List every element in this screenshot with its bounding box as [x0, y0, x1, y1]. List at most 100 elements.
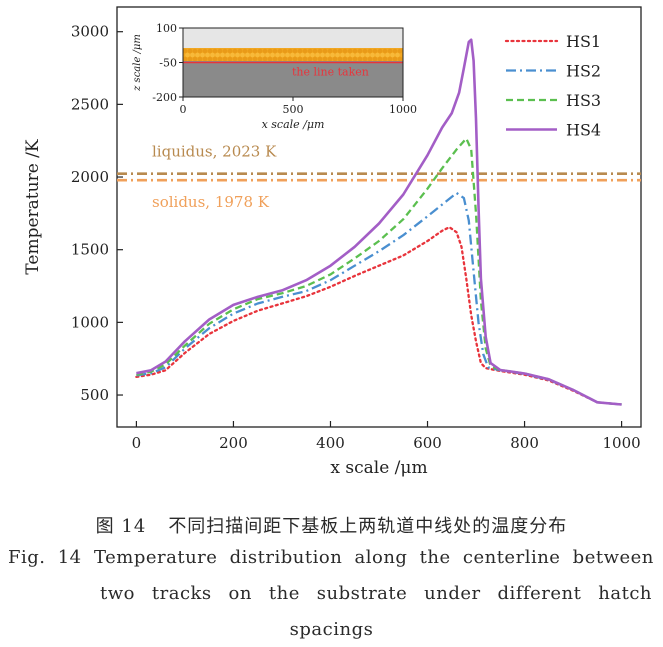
powder-particle: [232, 48, 238, 54]
y-axis-label: Temperature /K: [23, 139, 43, 275]
powder-particle: [247, 48, 253, 54]
caption-text-zh: 不同扫描间距下基板上两轨道中线处的温度分布: [168, 516, 568, 537]
liquidus-label: liquidus, 2023 K: [152, 143, 277, 161]
powder-particle: [310, 52, 315, 58]
powder-particle: [372, 48, 378, 54]
powder-particle: [390, 52, 395, 58]
y-tick-label: 2000: [71, 168, 109, 186]
powder-particle: [397, 48, 403, 54]
powder-particle: [327, 56, 333, 62]
legend-label-hs3: HS3: [566, 91, 601, 110]
powder-particle: [257, 48, 263, 54]
powder-particle: [212, 48, 218, 54]
series-line-hs4: [136, 38, 622, 406]
powder-particle: [347, 56, 353, 62]
powder-particle: [337, 56, 343, 62]
x-tick-label: 400: [316, 434, 345, 452]
inset-y-axis-label: z scale /μm: [132, 34, 143, 92]
powder-particle: [382, 48, 388, 54]
inset-y-tick-label: 100: [156, 22, 177, 35]
inset-x-tick-label: 0: [180, 103, 187, 116]
powder-particle: [192, 48, 198, 54]
powder-particle: [242, 48, 248, 54]
figure-caption-zh: 图 14 不同扫描间距下基板上两轨道中线处的温度分布: [0, 512, 663, 538]
powder-particle: [347, 48, 353, 54]
y-tick-label: 1000: [71, 313, 109, 331]
powder-particle: [315, 52, 320, 58]
powder-particle: [327, 48, 333, 54]
powder-particle: [277, 56, 283, 62]
powder-particle: [350, 52, 355, 58]
figure-label-en: Fig. 14: [8, 547, 82, 568]
powder-particle: [282, 56, 288, 62]
inset-powder-particles: [182, 48, 403, 62]
powder-particle: [217, 56, 223, 62]
powder-particle: [195, 52, 200, 58]
legend-label-hs1: HS1: [566, 32, 601, 51]
x-tick-label: 200: [219, 434, 248, 452]
y-tick-label: 1500: [71, 241, 109, 259]
powder-particle: [312, 48, 318, 54]
legend-label-hs2: HS2: [566, 62, 601, 81]
powder-particle: [332, 56, 338, 62]
x-tick-label: 0: [132, 434, 142, 452]
powder-particle: [320, 52, 325, 58]
powder-particle: [292, 56, 298, 62]
powder-particle: [372, 56, 378, 62]
powder-particle: [207, 48, 213, 54]
powder-particle: [257, 56, 263, 62]
temperature-chart: liquidus, 2023 K solidus, 1978 K 0 200 400 60…: [23, 6, 642, 478]
powder-particle: [290, 52, 295, 58]
powder-particle: [385, 52, 390, 58]
powder-particle: [250, 52, 255, 58]
powder-particle: [305, 52, 310, 58]
powder-particle: [392, 56, 398, 62]
powder-particle: [365, 52, 370, 58]
caption-text-en-3: spacings: [289, 619, 374, 640]
powder-particle: [262, 56, 268, 62]
powder-particle: [227, 48, 233, 54]
x-tick-label: 1000: [602, 434, 640, 452]
powder-particle: [255, 52, 260, 58]
powder-particle: [222, 56, 228, 62]
powder-particle: [322, 48, 328, 54]
powder-particle: [370, 52, 375, 58]
powder-particle: [322, 56, 328, 62]
series-line-hs2: [136, 191, 622, 406]
powder-particle: [317, 48, 323, 54]
powder-particle: [197, 48, 203, 54]
powder-particle: [330, 52, 335, 58]
powder-particle: [182, 48, 188, 54]
powder-particle: [232, 56, 238, 62]
powder-particle: [220, 52, 225, 58]
powder-particle: [397, 56, 403, 62]
powder-particle: [205, 52, 210, 58]
powder-particle: [235, 52, 240, 58]
powder-particle: [357, 56, 363, 62]
powder-particle: [285, 52, 290, 58]
powder-particle: [367, 56, 373, 62]
inset-x-tick-label: 1000: [389, 103, 417, 116]
powder-particle: [282, 48, 288, 54]
caption-text-en-1: Temperature distribution along the cente…: [94, 547, 654, 568]
powder-particle: [345, 52, 350, 58]
legend: HS1 HS2 HS3 HS4: [504, 32, 601, 140]
powder-particle: [267, 56, 273, 62]
inset-gas-region: [183, 28, 403, 48]
plot-frame: [116, 6, 642, 428]
powder-particle: [302, 48, 308, 54]
powder-particle: [387, 56, 393, 62]
powder-particle: [287, 56, 293, 62]
powder-particle: [237, 56, 243, 62]
powder-particle: [212, 56, 218, 62]
caption-text-en-2: two tracks on the substrate under differ…: [100, 583, 652, 604]
inset-y-tick-label: -50: [159, 57, 177, 70]
series-line-hs3: [136, 137, 622, 406]
powder-particle: [260, 52, 265, 58]
powder-particle: [200, 52, 205, 58]
powder-particle: [277, 48, 283, 54]
powder-particle: [292, 48, 298, 54]
x-tick-label: 600: [413, 434, 442, 452]
powder-particle: [267, 48, 273, 54]
powder-particle: [357, 48, 363, 54]
